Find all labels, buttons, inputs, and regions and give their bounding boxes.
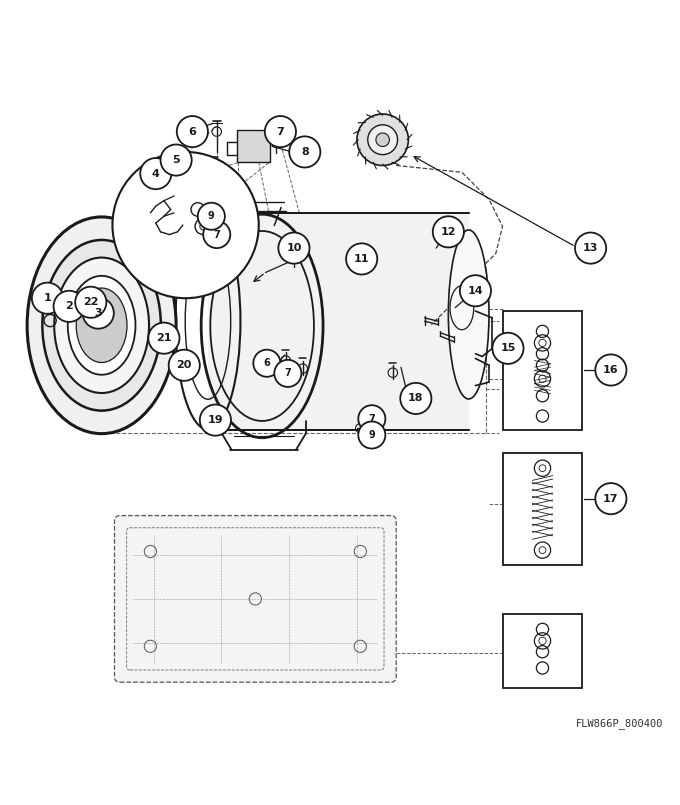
- Ellipse shape: [76, 288, 127, 362]
- Text: 7: 7: [284, 369, 291, 378]
- Circle shape: [460, 275, 491, 307]
- Bar: [503, 311, 583, 430]
- Text: 22: 22: [83, 297, 99, 308]
- Circle shape: [289, 136, 320, 167]
- Text: 21: 21: [156, 333, 171, 343]
- Text: 15: 15: [500, 343, 515, 353]
- Circle shape: [75, 287, 106, 318]
- Ellipse shape: [68, 276, 135, 375]
- Text: 5: 5: [172, 155, 180, 165]
- Circle shape: [357, 114, 409, 166]
- Polygon shape: [237, 130, 269, 162]
- Ellipse shape: [27, 217, 176, 434]
- Circle shape: [32, 283, 63, 314]
- Ellipse shape: [42, 240, 161, 411]
- Text: 20: 20: [177, 361, 192, 370]
- Circle shape: [112, 152, 258, 298]
- Text: 9: 9: [369, 430, 375, 440]
- Text: 8: 8: [301, 147, 309, 157]
- Text: 2: 2: [65, 301, 73, 312]
- Text: 16: 16: [603, 365, 619, 375]
- Text: 12: 12: [441, 227, 456, 237]
- Circle shape: [198, 203, 225, 229]
- Text: 6: 6: [263, 358, 270, 368]
- Circle shape: [160, 144, 192, 175]
- Circle shape: [368, 125, 398, 155]
- Polygon shape: [208, 213, 469, 430]
- Circle shape: [278, 233, 309, 264]
- Polygon shape: [356, 247, 371, 258]
- Bar: [503, 613, 583, 688]
- Circle shape: [274, 360, 301, 387]
- Circle shape: [575, 233, 606, 264]
- Text: 6: 6: [188, 126, 197, 137]
- Text: 13: 13: [583, 243, 598, 253]
- Text: 1: 1: [44, 293, 51, 303]
- Text: 11: 11: [354, 254, 369, 264]
- Text: FLW866P_800400: FLW866P_800400: [576, 718, 664, 729]
- Circle shape: [254, 349, 280, 377]
- Circle shape: [432, 217, 464, 247]
- Text: 7: 7: [277, 126, 284, 137]
- Circle shape: [203, 221, 231, 248]
- Circle shape: [595, 354, 626, 386]
- Circle shape: [376, 133, 390, 147]
- Text: 3: 3: [95, 308, 102, 318]
- Ellipse shape: [54, 258, 149, 393]
- Circle shape: [358, 422, 386, 448]
- Circle shape: [401, 383, 431, 414]
- Text: 14: 14: [468, 286, 483, 295]
- Ellipse shape: [448, 230, 489, 399]
- Circle shape: [148, 323, 180, 353]
- Circle shape: [169, 349, 200, 381]
- Circle shape: [177, 116, 208, 147]
- FancyBboxPatch shape: [114, 515, 396, 682]
- Bar: [503, 453, 583, 565]
- Circle shape: [200, 405, 231, 436]
- Circle shape: [265, 116, 296, 147]
- Circle shape: [492, 332, 524, 364]
- Circle shape: [595, 483, 626, 514]
- Circle shape: [54, 291, 85, 322]
- Circle shape: [358, 405, 386, 432]
- Text: 17: 17: [603, 493, 619, 504]
- Circle shape: [83, 298, 114, 328]
- Circle shape: [140, 158, 171, 189]
- Circle shape: [346, 243, 377, 275]
- Text: 7: 7: [369, 414, 375, 423]
- Text: 4: 4: [152, 168, 160, 179]
- Text: 9: 9: [208, 211, 215, 221]
- Text: 18: 18: [408, 394, 424, 403]
- Text: 19: 19: [207, 415, 223, 425]
- Text: 7: 7: [214, 229, 220, 240]
- Text: 10: 10: [286, 243, 302, 253]
